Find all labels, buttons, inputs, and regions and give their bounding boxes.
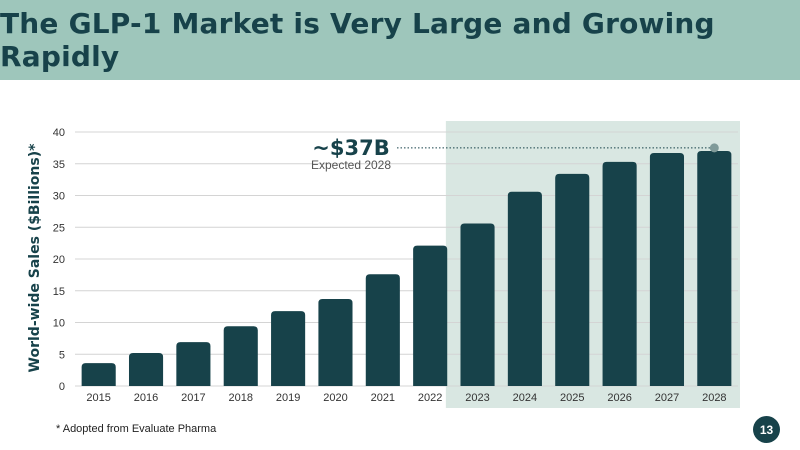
x-tick-label: 2025 — [560, 392, 584, 404]
bar-2021 — [365, 274, 400, 386]
bar-2024 — [507, 191, 542, 386]
y-tick-label: 5 — [59, 349, 65, 361]
bar-2027 — [649, 152, 685, 386]
x-tick-label: 2028 — [702, 392, 726, 404]
x-tick-label: 2019 — [276, 392, 300, 404]
y-axis-ticks: 0 5 10 15 20 25 30 35 40 — [53, 127, 65, 393]
x-tick-label: 2021 — [371, 392, 395, 404]
y-tick-label: 15 — [53, 286, 65, 298]
y-tick-label: 40 — [53, 127, 65, 139]
y-axis-label: World-wide Sales ($Billions)* — [27, 143, 43, 373]
x-tick-label: 2026 — [607, 392, 631, 404]
y-tick-label: 20 — [53, 254, 65, 266]
bar-2026 — [602, 161, 637, 386]
bar-2016 — [128, 352, 164, 386]
y-tick-label: 30 — [53, 191, 65, 203]
slide-title: The GLP-1 Market is Very Large and Growi… — [0, 7, 715, 73]
bar-2018 — [223, 326, 258, 386]
y-tick-label: 10 — [53, 318, 65, 330]
bar-2020 — [318, 299, 353, 386]
x-tick-label: 2022 — [418, 392, 442, 404]
bars — [81, 151, 732, 386]
x-axis-ticks: 2015 2016 2017 2018 2019 2020 2021 2022 2023 2024… — [86, 392, 726, 404]
x-tick-label: 2023 — [465, 392, 489, 404]
x-tick-label: 2027 — [655, 392, 679, 404]
bar-2028 — [697, 151, 732, 386]
y-tick-label: 25 — [53, 222, 65, 234]
bar-2022 — [413, 245, 448, 386]
y-tick-label: 35 — [53, 159, 65, 171]
annotation-subtitle: Expected 2028 — [311, 158, 391, 172]
title-band: The GLP-1 Market is Very Large and Growi… — [0, 0, 800, 80]
bar-2015 — [81, 363, 116, 386]
x-tick-label: 2018 — [229, 392, 253, 404]
annotation-marker — [709, 143, 719, 153]
y-tick-label: 0 — [59, 381, 65, 393]
forecast-shaded-region — [445, 121, 740, 408]
x-tick-label: 2016 — [134, 392, 158, 404]
bar-2019 — [271, 311, 306, 386]
x-tick-label: 2024 — [513, 392, 537, 404]
bar-2023 — [460, 223, 495, 386]
x-tick-label: 2015 — [86, 392, 110, 404]
annotation-value: ~$37B — [312, 136, 389, 160]
x-tick-label: 2017 — [181, 392, 205, 404]
bar-2025 — [555, 173, 590, 386]
page-number-badge: 13 — [753, 416, 780, 443]
footnote: * Adopted from Evaluate Pharma — [56, 423, 217, 435]
x-tick-label: 2020 — [323, 392, 347, 404]
bar-2017 — [176, 342, 211, 386]
